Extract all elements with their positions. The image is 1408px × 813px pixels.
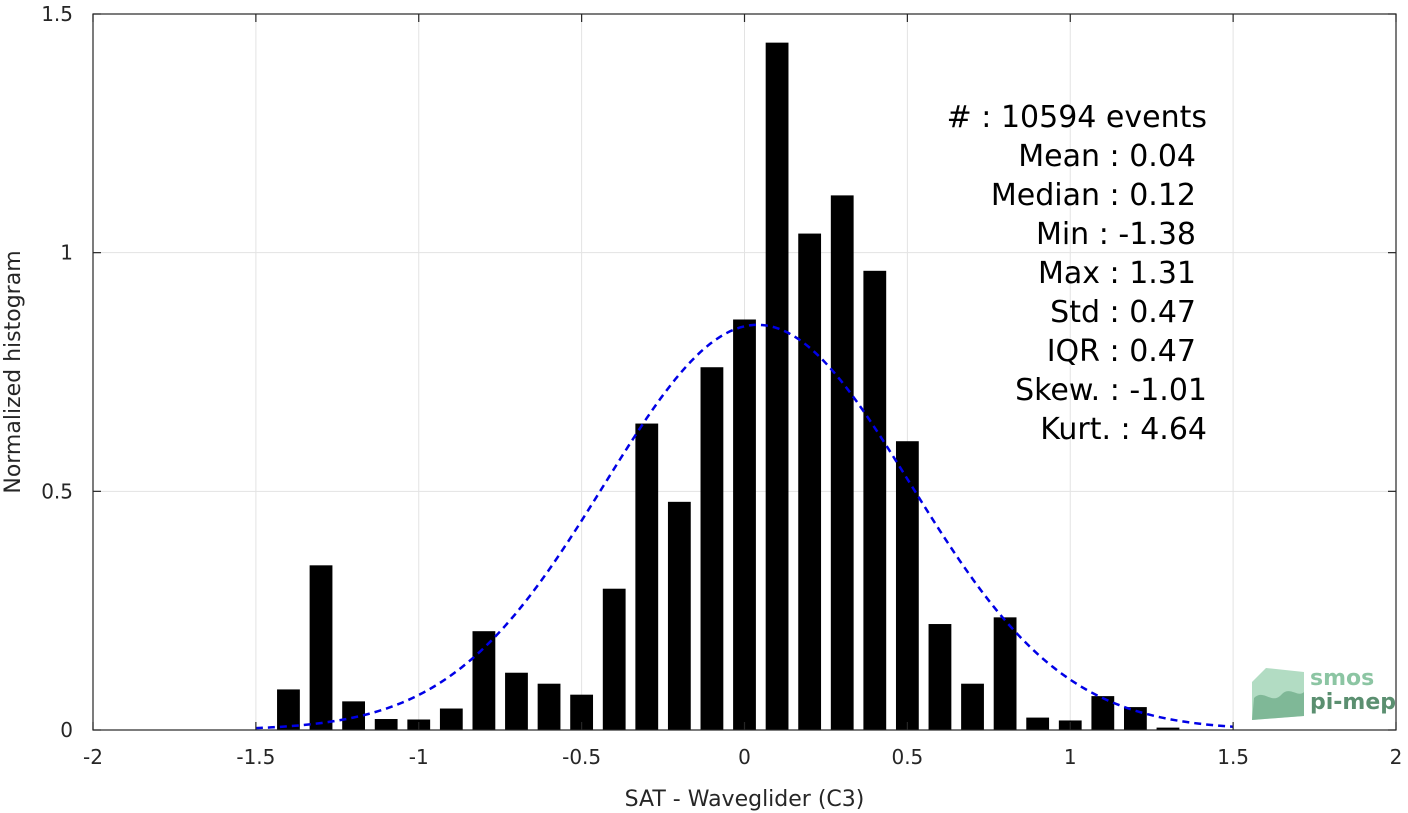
histogram-bar-14 <box>733 319 756 730</box>
stat-line-1: Mean : 0.04 <box>1018 139 1196 174</box>
x-tick-label-1: -1.5 <box>236 745 275 769</box>
y-tick-label-1: 0.5 <box>41 479 73 503</box>
histogram-bar-16 <box>798 233 822 730</box>
histogram-bar-1 <box>309 565 333 730</box>
histogram-bar-3 <box>374 719 398 730</box>
logo-line1: smos <box>1310 666 1374 691</box>
histogram-bar-19 <box>895 441 919 730</box>
histogram-bar-7 <box>505 672 528 730</box>
x-tick-label-3: -0.5 <box>562 745 601 769</box>
statistics-box: # : 10594 events Mean : 0.04 Median : 0.12… <box>947 100 1207 447</box>
histogram-bar-25 <box>1091 696 1115 730</box>
x-tick-labels: -2 -1.5 -1 -0.5 0 0.5 1 1.5 2 <box>83 745 1402 769</box>
x-axis-title: SAT - Waveglider (C3) <box>625 787 865 812</box>
stat-line-2: Median : 0.12 <box>991 178 1196 213</box>
histogram-bar-20 <box>928 624 952 730</box>
smos-pi-mep-logo: smos pi-mep <box>1252 666 1396 720</box>
logo-line2: pi-mep <box>1310 690 1396 715</box>
histogram-bar-21 <box>961 683 984 730</box>
histogram-bar-15 <box>765 42 789 730</box>
histogram-bar-27 <box>1156 727 1180 730</box>
stat-line-8: Kurt. : 4.64 <box>1040 412 1207 447</box>
x-tick-label-4: 0 <box>738 745 751 769</box>
histogram-bar-11 <box>635 423 659 730</box>
logo-waves-detail <box>1252 691 1304 720</box>
histogram-bar-23 <box>1026 717 1050 730</box>
histogram-bar-9 <box>570 694 594 730</box>
histogram-bar-17 <box>830 195 854 731</box>
histogram-bar-13 <box>700 367 724 730</box>
y-tick-labels: 0 0.5 1 1.5 <box>41 2 73 742</box>
stat-line-7: Skew. : -1.01 <box>1015 373 1207 408</box>
stat-line-0: # : 10594 events <box>947 100 1207 135</box>
histogram-bar-10 <box>602 588 626 730</box>
stat-line-4: Max : 1.31 <box>1038 256 1196 291</box>
stat-line-3: Min : -1.38 <box>1036 217 1196 252</box>
histogram-bar-26 <box>1123 707 1147 730</box>
histogram-bar-2 <box>342 701 366 730</box>
stat-line-6: IQR : 0.47 <box>1047 334 1196 369</box>
histogram-bar-12 <box>667 501 691 730</box>
histogram-bar-0 <box>277 689 300 730</box>
x-tick-label-8: 2 <box>1390 745 1403 769</box>
x-tick-label-2: -1 <box>409 745 429 769</box>
x-tick-label-0: -2 <box>83 745 103 769</box>
stat-line-5: Std : 0.47 <box>1050 295 1196 330</box>
x-tick-label-6: 1 <box>1064 745 1077 769</box>
histogram-bar-8 <box>537 683 561 730</box>
histogram-bar-5 <box>439 708 463 730</box>
histogram-bar-18 <box>863 270 887 730</box>
bars <box>277 42 1180 731</box>
y-tick-label-0: 0 <box>60 718 73 742</box>
histogram-bar-22 <box>993 617 1017 730</box>
axis-ticks <box>92 13 1397 731</box>
y-axis-title: Normalized histogram <box>1 250 26 493</box>
y-tick-label-3: 1.5 <box>41 2 73 26</box>
y-tick-label-2: 1 <box>60 241 73 265</box>
x-tick-label-5: 0.5 <box>891 745 923 769</box>
histogram-bar-6 <box>472 631 496 730</box>
x-tick-label-7: 1.5 <box>1217 745 1249 769</box>
